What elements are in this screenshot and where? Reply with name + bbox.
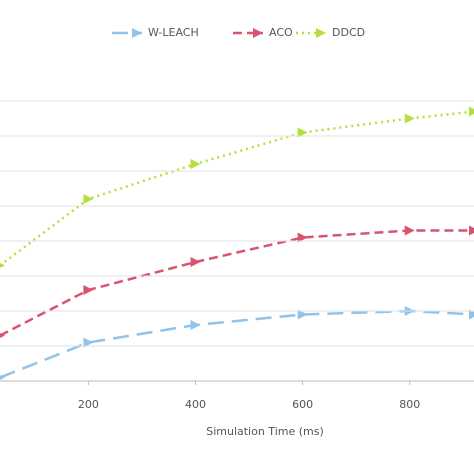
x-tick-label: 400 xyxy=(185,398,206,411)
point-marker xyxy=(190,257,201,267)
point-marker xyxy=(404,113,415,124)
series-line xyxy=(0,229,474,337)
legend-marker xyxy=(132,28,142,38)
point-marker xyxy=(0,375,5,380)
legend-marker xyxy=(316,28,326,38)
point-marker xyxy=(404,225,415,236)
point-marker xyxy=(469,106,474,117)
point-marker xyxy=(469,309,474,320)
point-marker xyxy=(297,127,308,138)
legend-label: W-LEACH xyxy=(148,26,199,39)
point-marker xyxy=(190,320,201,330)
series-line xyxy=(0,309,474,379)
legend-marker xyxy=(253,28,263,38)
x-tick-label: 200 xyxy=(78,398,99,411)
point-marker xyxy=(297,309,308,320)
point-marker xyxy=(297,232,308,243)
point-marker xyxy=(469,225,474,236)
point-marker xyxy=(83,337,94,348)
point-marker xyxy=(0,263,5,268)
legend-label: DDCD xyxy=(332,26,365,39)
point-marker xyxy=(83,285,94,295)
plot-area xyxy=(0,106,474,380)
point-marker xyxy=(83,194,94,204)
x-tick-label: 800 xyxy=(399,398,420,411)
legend-label: ACO xyxy=(269,26,293,39)
x-tick-label: 600 xyxy=(292,398,313,411)
point-marker xyxy=(0,333,5,338)
series-line xyxy=(0,110,474,267)
x-axis-label: Simulation Time (ms) xyxy=(206,425,324,438)
point-marker xyxy=(190,159,201,169)
